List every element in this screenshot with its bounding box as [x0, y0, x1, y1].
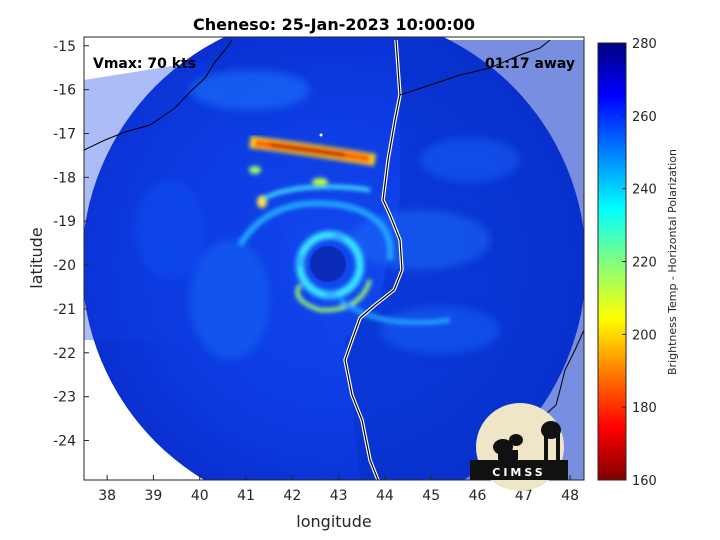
- colorbar-tick-label: 260: [632, 110, 657, 125]
- colorbar-ticks: 280 260 240 220 200 180 160: [622, 37, 657, 489]
- rainband-hot: [249, 136, 376, 208]
- coastline-mozambique: [84, 39, 233, 151]
- x-tick-label: 44: [376, 488, 394, 504]
- colorbar-tick-label: 280: [632, 37, 657, 52]
- x-tick-label: 47: [515, 488, 533, 504]
- y-tick-label: -18: [53, 170, 76, 186]
- coastline-ne: [399, 39, 551, 96]
- island-marker: [319, 133, 323, 137]
- eye: [310, 246, 346, 282]
- x-tick-label: 39: [145, 488, 163, 504]
- y-axis-label: latitude: [27, 227, 46, 288]
- plot-title: Cheneso: 25-Jan-2023 10:00:00: [193, 15, 475, 34]
- x-tick-label: 42: [283, 488, 301, 504]
- x-tick-label: 45: [422, 488, 440, 504]
- eyewall: [237, 184, 451, 325]
- y-tick-label: -17: [53, 126, 76, 142]
- x-tick-label: 41: [237, 488, 255, 504]
- axes-box: [83, 36, 585, 481]
- colorbar-tick-label: 200: [632, 328, 657, 343]
- x-ticks: 38 39 40 41 42 43 44 45 46 47 48: [98, 475, 579, 504]
- vmax-label: Vmax: 70 kts: [93, 56, 196, 72]
- imagery-layer: [84, 37, 584, 480]
- cloud-texture: [135, 70, 520, 360]
- colorbar-tick-label: 180: [632, 401, 657, 416]
- x-tick-label: 43: [330, 488, 348, 504]
- cimss-logo-text: CIMSS: [492, 466, 545, 479]
- x-axis-label: longitude: [296, 512, 371, 531]
- y-tick-label: -22: [53, 346, 76, 362]
- colorbar-tick-label: 220: [632, 256, 657, 271]
- y-tick-label: -20: [53, 258, 76, 274]
- y-tick-label: -24: [53, 434, 76, 450]
- colorbar-label: Brightness Temp - Horizontal Polarizatio…: [666, 149, 679, 375]
- y-tick-label: -15: [53, 39, 76, 55]
- colorbar: [597, 42, 627, 481]
- colorbar-tick-label: 240: [632, 183, 657, 198]
- swath-left-segment: [84, 60, 330, 340]
- x-tick-label: 46: [469, 488, 487, 504]
- cimss-logo: CIMSS: [470, 403, 568, 491]
- x-tick-label: 40: [191, 488, 209, 504]
- y-ticks: -15 -16 -17 -18 -19 -20 -21 -22 -23 -24: [53, 39, 89, 450]
- x-tick-label: 38: [98, 488, 116, 504]
- y-tick-label: -16: [53, 83, 76, 99]
- y-tick-label: -23: [53, 390, 76, 406]
- x-tick-label: 48: [561, 488, 579, 504]
- y-tick-label: -21: [53, 302, 76, 318]
- time-away-label: 01:17 away: [485, 56, 575, 72]
- colorbar-tick-label: 160: [632, 474, 657, 489]
- y-tick-label: -19: [53, 214, 76, 230]
